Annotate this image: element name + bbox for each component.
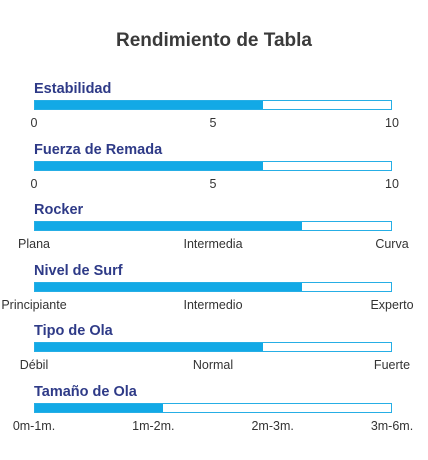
tick-label: 5 bbox=[209, 116, 217, 130]
metric-row: Estabilidad 0 5 10 bbox=[0, 81, 428, 141]
bar-fill bbox=[35, 101, 263, 109]
bar-fill bbox=[35, 343, 263, 351]
metric-row: Tamaño de Ola 0m-1m. 1m-2m. 2m-3m. 3m-6m. bbox=[0, 384, 428, 444]
tick-label: 5 bbox=[209, 176, 217, 191]
bar-fill bbox=[35, 161, 263, 170]
metric-label: Tipo de Ola bbox=[34, 323, 113, 339]
metric-label: Fuerza de Remada bbox=[34, 141, 163, 158]
metric-label: Tamaño de Ola bbox=[34, 383, 137, 400]
bar-track bbox=[34, 221, 392, 231]
tick-label: Curva bbox=[375, 237, 409, 251]
metric-label: Nivel de Surf bbox=[34, 262, 123, 279]
metric-label: Estabilidad bbox=[34, 81, 112, 97]
bar-fill bbox=[35, 282, 302, 291]
tick-label: 10 bbox=[385, 116, 399, 130]
metric-label: Rocker bbox=[34, 202, 84, 218]
tick-label: Principiante bbox=[1, 297, 67, 312]
bar-fill bbox=[35, 403, 164, 412]
tick-label: 3m-6m. bbox=[370, 418, 414, 433]
tick-label: Plana bbox=[18, 237, 50, 251]
bar-fill bbox=[35, 222, 302, 230]
chart-title: Rendimiento de Tabla bbox=[115, 30, 312, 51]
tick-label: Intermedio bbox=[183, 297, 243, 312]
bar-track bbox=[34, 342, 392, 352]
tick-label: Experto bbox=[370, 297, 414, 312]
bar-track bbox=[34, 160, 392, 171]
metric-row: Tipo de Ola Débil Normal Fuerte bbox=[0, 323, 428, 383]
tick-label: Fuerte bbox=[373, 358, 411, 372]
tick-label: 0m-1m. bbox=[12, 418, 56, 433]
tick-label: 0 bbox=[30, 176, 38, 191]
metric-row: Rocker Plana Intermedia Curva bbox=[0, 202, 428, 262]
metric-row: Nivel de Surf Principiante Intermedio Exper… bbox=[0, 263, 428, 323]
tick-label: 0 bbox=[30, 116, 38, 130]
tick-label: 1m-2m. bbox=[132, 418, 175, 433]
tick-label: 10 bbox=[385, 176, 399, 191]
tick-label: Débil bbox=[19, 358, 49, 372]
bar-track bbox=[34, 100, 392, 110]
tick-label: Intermedia bbox=[183, 237, 243, 251]
bar-track bbox=[34, 402, 392, 413]
tick-label: 2m-3m. bbox=[251, 418, 294, 433]
tick-label: Normal bbox=[192, 358, 234, 372]
bar-track bbox=[34, 281, 392, 292]
metric-row: Fuerza de Remada 0 5 10 bbox=[0, 142, 428, 202]
